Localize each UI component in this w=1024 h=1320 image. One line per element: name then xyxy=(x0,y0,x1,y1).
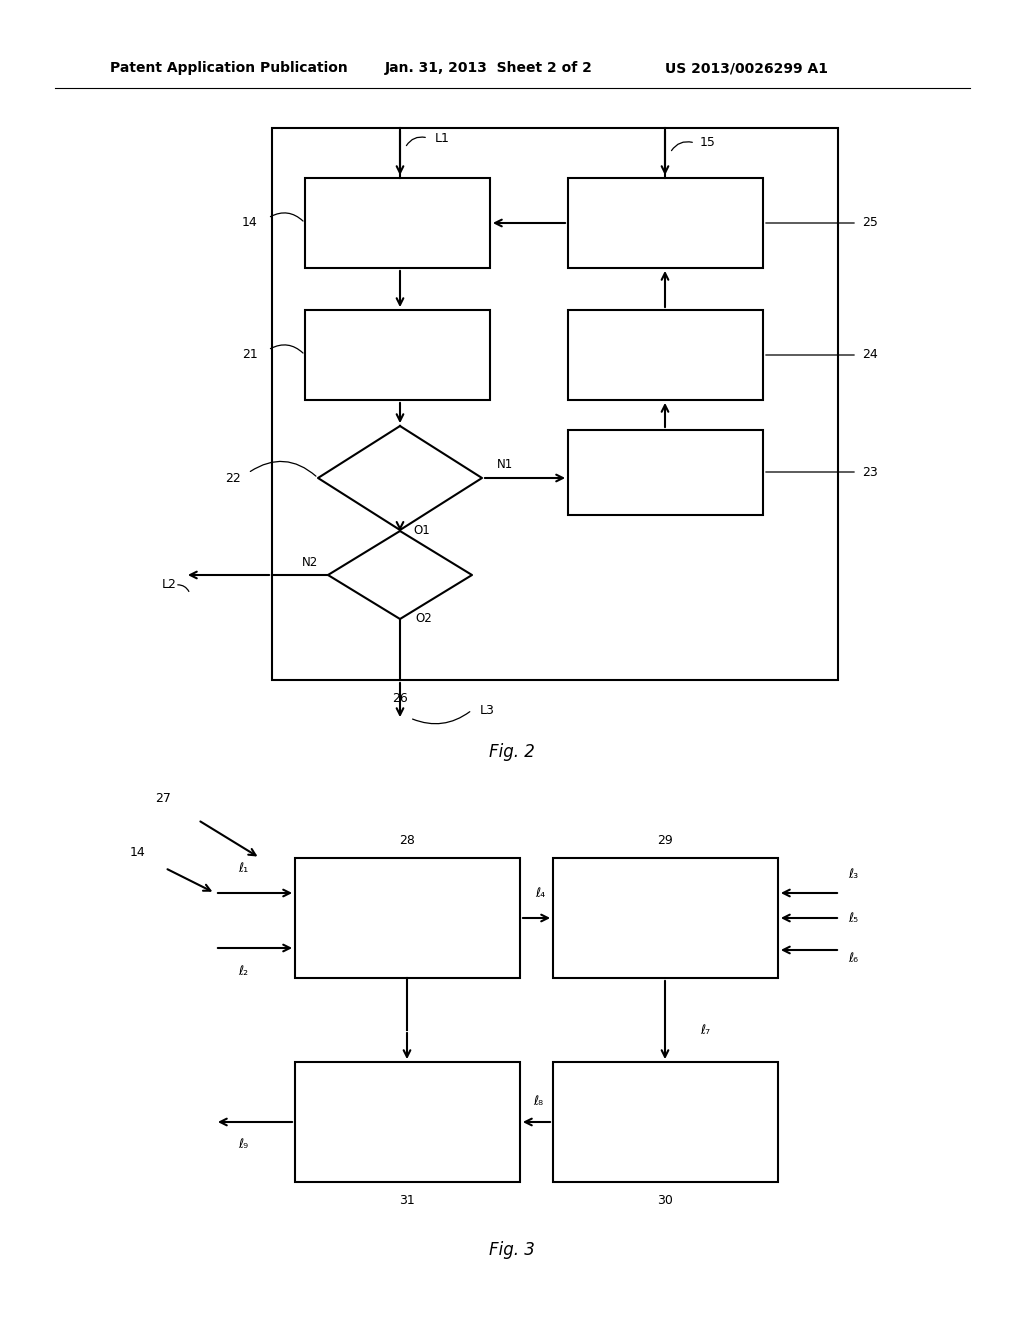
Text: O1: O1 xyxy=(413,524,430,537)
Text: Patent Application Publication: Patent Application Publication xyxy=(110,61,348,75)
Bar xyxy=(305,310,490,400)
Text: Fig. 2: Fig. 2 xyxy=(489,743,535,762)
Text: 14: 14 xyxy=(130,846,145,858)
Text: L3: L3 xyxy=(480,704,495,717)
Text: ℓ₅: ℓ₅ xyxy=(848,912,858,924)
Bar xyxy=(553,1063,778,1181)
Text: N1: N1 xyxy=(497,458,513,471)
Text: Jan. 31, 2013  Sheet 2 of 2: Jan. 31, 2013 Sheet 2 of 2 xyxy=(385,61,593,75)
Text: ℓ₆: ℓ₆ xyxy=(848,952,858,965)
Bar xyxy=(272,128,838,680)
Text: 21: 21 xyxy=(242,348,258,362)
Text: ℓ₉: ℓ₉ xyxy=(238,1138,248,1151)
Bar xyxy=(295,1063,520,1181)
Bar xyxy=(568,310,763,400)
Text: 31: 31 xyxy=(399,1193,415,1206)
Text: 29: 29 xyxy=(657,833,673,846)
Text: 24: 24 xyxy=(862,348,878,362)
Text: 15: 15 xyxy=(700,136,716,149)
Bar xyxy=(295,858,520,978)
Polygon shape xyxy=(318,426,482,531)
Text: ℓ₃: ℓ₃ xyxy=(848,869,858,882)
Text: 28: 28 xyxy=(399,833,415,846)
Text: ℓ₄: ℓ₄ xyxy=(535,887,545,900)
Bar xyxy=(568,430,763,515)
Text: 26: 26 xyxy=(392,692,408,705)
Text: L2: L2 xyxy=(162,578,177,591)
Text: O2: O2 xyxy=(415,611,432,624)
Text: L1: L1 xyxy=(435,132,450,144)
Text: ℓ₈: ℓ₈ xyxy=(532,1096,543,1107)
Text: 22: 22 xyxy=(225,471,241,484)
Bar xyxy=(553,858,778,978)
Text: US 2013/0026299 A1: US 2013/0026299 A1 xyxy=(665,61,828,75)
Text: 25: 25 xyxy=(862,216,878,230)
Text: 23: 23 xyxy=(862,466,878,479)
Text: 27: 27 xyxy=(155,792,171,804)
Text: Fig. 3: Fig. 3 xyxy=(489,1241,535,1259)
Bar xyxy=(568,178,763,268)
Text: ℓ₁: ℓ₁ xyxy=(238,862,248,875)
Text: N2: N2 xyxy=(302,556,318,569)
Polygon shape xyxy=(328,531,472,619)
Text: ℓ₂: ℓ₂ xyxy=(238,965,248,978)
Text: 14: 14 xyxy=(242,216,258,230)
Text: 30: 30 xyxy=(657,1193,673,1206)
Bar xyxy=(305,178,490,268)
Text: ℓ₇: ℓ₇ xyxy=(700,1023,710,1036)
